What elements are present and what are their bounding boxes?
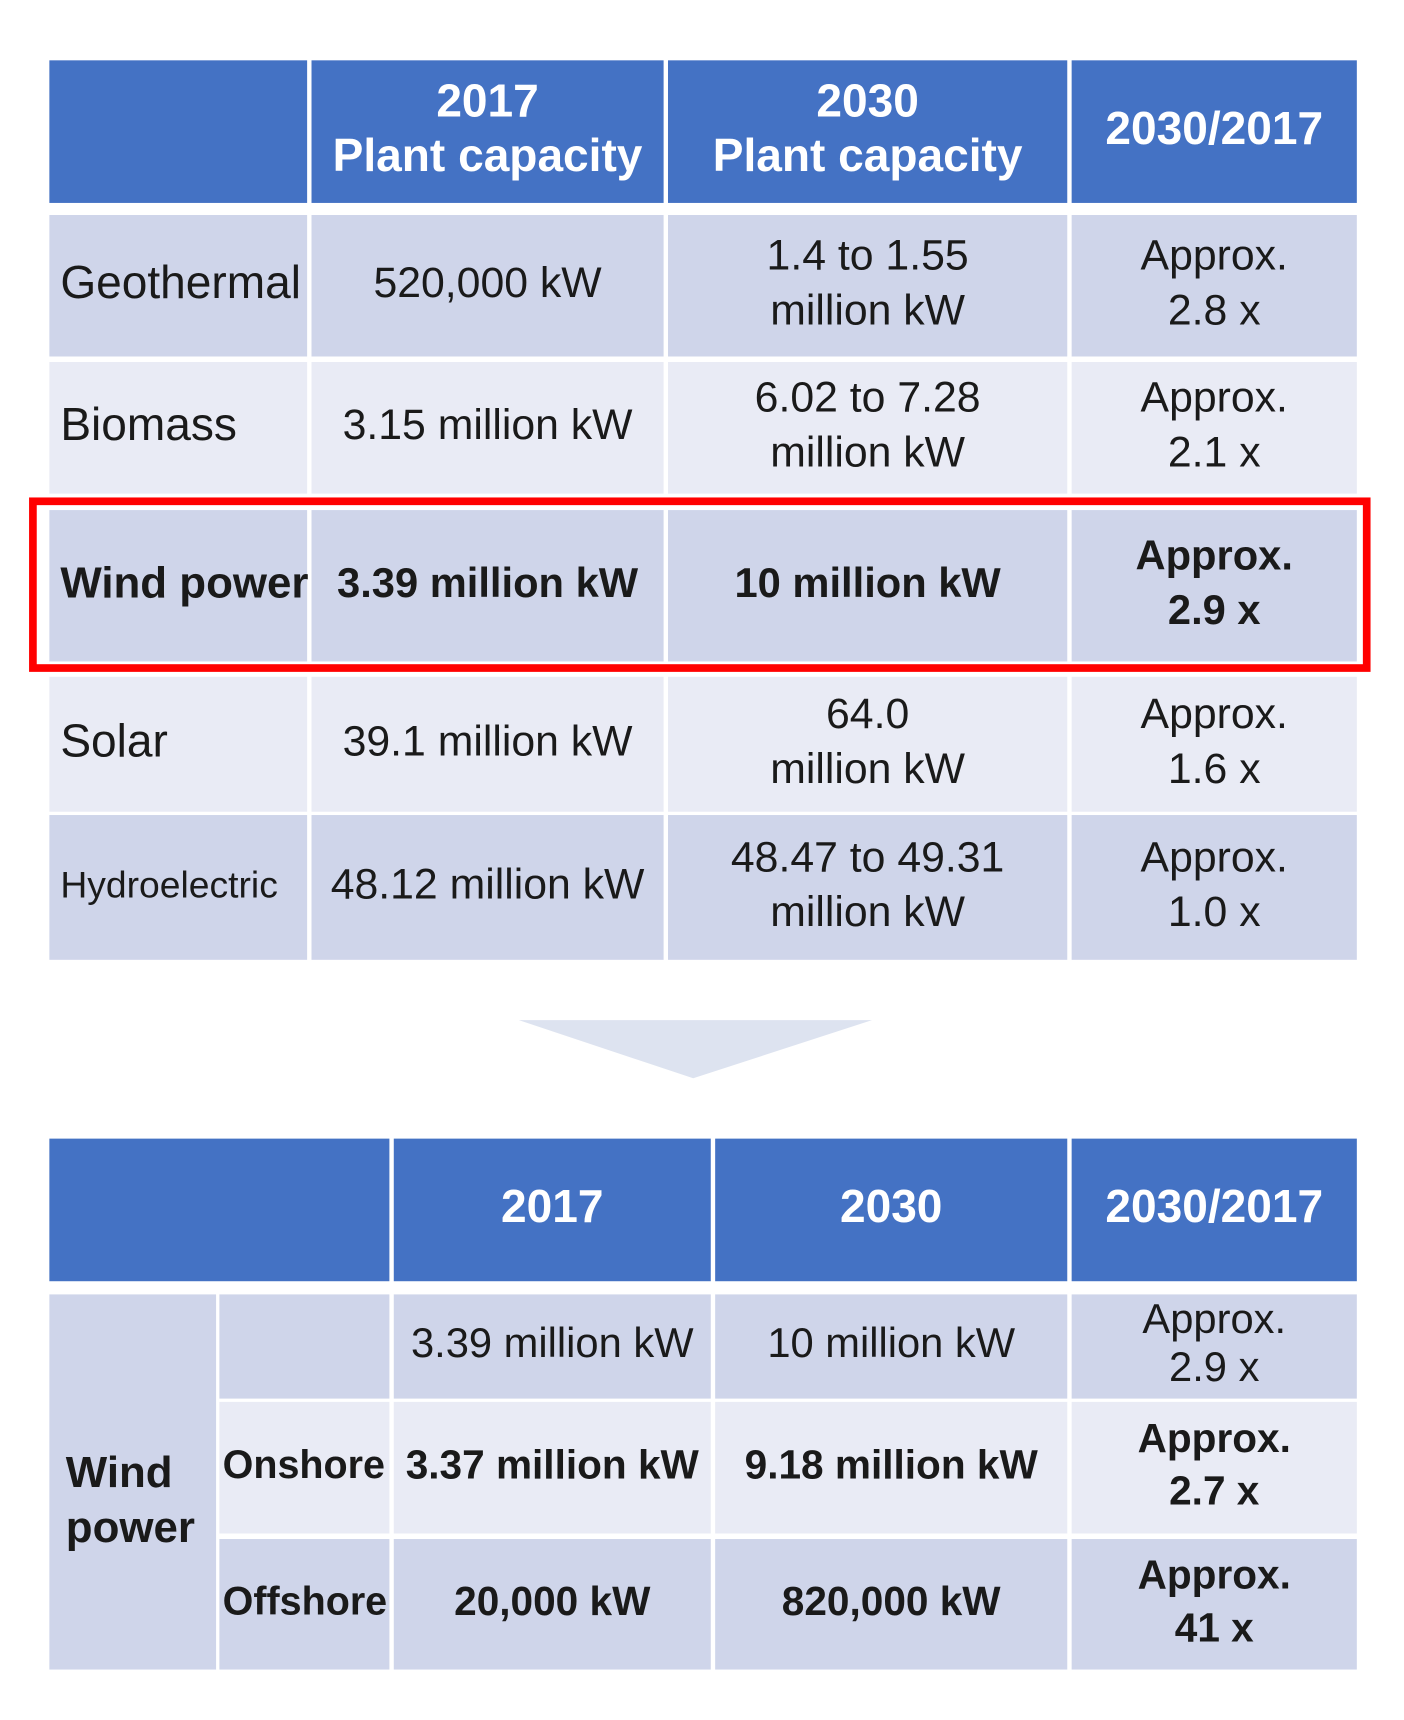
table-value: 3.39 million kW <box>411 1319 694 1366</box>
table-value: 41 x <box>1175 1604 1254 1650</box>
table-cell <box>393 1294 711 1399</box>
table-cell <box>311 510 664 662</box>
table-cell <box>667 215 1068 357</box>
table-cell <box>715 1294 1068 1399</box>
row-label: Wind power <box>60 558 308 607</box>
table-value: 3.15 million kW <box>343 401 634 449</box>
table-cell <box>311 815 664 960</box>
table-cell <box>715 1539 1068 1670</box>
down-arrow <box>518 1020 873 1079</box>
column-header: 2030 <box>816 74 918 126</box>
table-value: 1.0 x <box>1168 888 1261 936</box>
table-cell <box>667 510 1068 662</box>
table-value: 1.6 x <box>1168 745 1261 793</box>
table-cell <box>311 361 664 494</box>
header-cell <box>311 60 664 203</box>
table-value: million kW <box>770 888 965 936</box>
table-value: 48.47 to 49.31 <box>731 833 1004 881</box>
table-value: 10 million kW <box>734 559 1001 606</box>
table-value: 820,000 kW <box>782 1578 1002 1624</box>
column-header: Plant capacity <box>333 129 643 181</box>
column-header: 2030 <box>840 1180 942 1232</box>
table-value: 48.12 million kW <box>331 861 645 909</box>
table-cell <box>1071 815 1357 960</box>
table-cell <box>49 815 308 960</box>
table-value: 9.18 million kW <box>745 1441 1039 1487</box>
table-cell <box>667 676 1068 812</box>
table-value: 6.02 to 7.28 <box>755 374 981 422</box>
table-cell <box>49 510 308 662</box>
table-value: 2.8 x <box>1168 286 1261 334</box>
table-value: 520,000 kW <box>373 259 602 307</box>
table-value: 2.9 x <box>1168 586 1261 633</box>
table-value: 2.1 x <box>1168 429 1261 477</box>
table-value: million kW <box>770 745 965 793</box>
table-value: Approx. <box>1141 232 1288 280</box>
group-label: power <box>66 1503 195 1552</box>
table-cell <box>49 361 308 494</box>
column-header: 2030/2017 <box>1105 1180 1323 1232</box>
table-value: million kW <box>770 429 965 477</box>
table-cell <box>49 676 308 812</box>
table-value: Approx. <box>1136 531 1293 578</box>
table-cell <box>393 1539 711 1670</box>
table-value: million kW <box>770 286 965 334</box>
row-label: Offshore <box>223 1580 387 1624</box>
header-cell <box>715 1138 1068 1282</box>
table-value: Approx. <box>1141 833 1288 881</box>
table-value: Approx. <box>1141 374 1288 422</box>
table-cell <box>219 1401 390 1534</box>
table-cell <box>311 676 664 812</box>
table-value: Approx. <box>1142 1295 1286 1342</box>
header-cell <box>49 60 308 203</box>
table-cell <box>1071 1401 1357 1534</box>
table-cell <box>667 815 1068 960</box>
table-value: Approx. <box>1138 1415 1291 1461</box>
header-cell <box>667 60 1068 203</box>
table-cell <box>1071 676 1357 812</box>
table-value: 20,000 kW <box>454 1578 651 1624</box>
table-value: Approx. <box>1141 690 1288 738</box>
group-cell <box>49 1294 217 1670</box>
table-value: 3.37 million kW <box>406 1441 700 1487</box>
group-label: Wind <box>66 1448 173 1497</box>
table-value: 3.39 million kW <box>337 559 639 606</box>
header-cell <box>1071 60 1357 203</box>
table-value: 2.9 x <box>1169 1343 1260 1390</box>
table-cell <box>1071 510 1357 662</box>
header-cell <box>1071 1138 1357 1282</box>
column-header: Plant capacity <box>713 129 1023 181</box>
table-cell <box>1071 1294 1357 1399</box>
column-header: 2030/2017 <box>1105 102 1323 154</box>
row-label: Hydroelectric <box>60 863 278 905</box>
table-cell <box>49 215 308 357</box>
table-value: 64.0 <box>826 690 909 738</box>
table-cell <box>219 1539 390 1670</box>
table-value: 39.1 million kW <box>343 718 634 766</box>
table-value: 1.4 to 1.55 <box>767 232 969 280</box>
table-cell <box>393 1401 711 1534</box>
table-cell <box>311 215 664 357</box>
row-label: Solar <box>60 714 168 766</box>
row-label: Geothermal <box>60 256 301 308</box>
header-cell <box>49 1138 390 1282</box>
table-cell <box>1071 1539 1357 1670</box>
row-label: Onshore <box>223 1443 385 1487</box>
table-cell <box>219 1294 390 1399</box>
table-value: 10 million kW <box>767 1319 1015 1366</box>
table-value: 2.7 x <box>1169 1468 1260 1514</box>
table-value: Approx. <box>1138 1552 1291 1598</box>
highlight-box <box>29 497 1371 672</box>
column-header: 2017 <box>501 1180 603 1232</box>
header-cell <box>393 1138 711 1282</box>
table-cell <box>715 1401 1068 1534</box>
row-label: Biomass <box>60 398 237 450</box>
column-header: 2017 <box>436 74 538 126</box>
table-cell <box>1071 215 1357 357</box>
table-cell <box>667 361 1068 494</box>
table-cell <box>1071 361 1357 494</box>
